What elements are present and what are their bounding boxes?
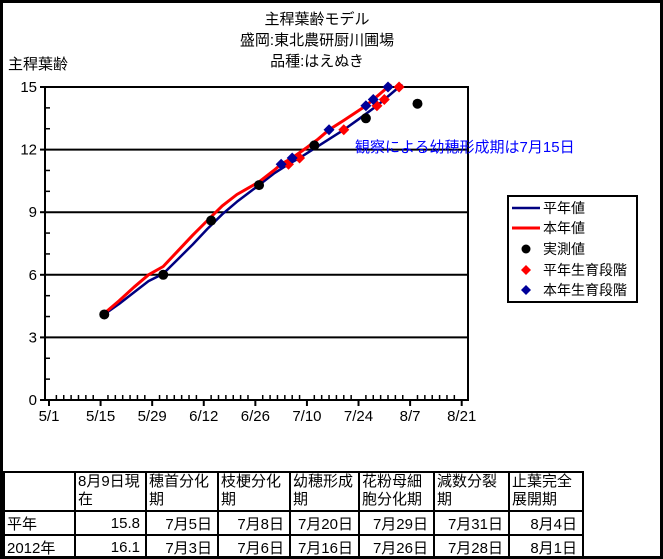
y-tick-label: 9 [29, 204, 37, 221]
legend-label: 平年値 [543, 199, 585, 216]
header-panicle-neck-differentiation[interactable]: 穂首分化期 [145, 471, 219, 512]
legend-item-3: 平年生育段階 [509, 260, 636, 280]
chart-title-line-1: 主稈葉齢モデル [264, 11, 370, 28]
data-point-実測値 [412, 98, 423, 109]
header-pollen-mother-cell[interactable]: 花粉母細胞分化期 [358, 471, 435, 512]
data-point-本年生育段階 [382, 81, 394, 93]
x-tick-label: 6/26 [241, 408, 270, 425]
cell-heinen-stage6[interactable]: 8月4日 [508, 510, 584, 536]
x-tick-label: 5/1 [39, 408, 60, 425]
data-point-実測値 [360, 113, 371, 124]
data-point-実測値 [158, 269, 169, 280]
row-label-2012[interactable]: 2012年 [3, 534, 76, 559]
legend-line-icon [509, 222, 543, 234]
chart-title-line-2: 盛岡:東北農研厨川圃場 [239, 32, 395, 49]
data-point-実測値 [206, 215, 217, 226]
cell-2012-stage3[interactable]: 7月16日 [289, 534, 360, 559]
legend-item-0: 平年値 [509, 198, 636, 218]
cell-2012-stage6[interactable]: 8月1日 [508, 534, 584, 559]
chart-title: 主稈葉齢モデル 盛岡:東北農研厨川圃場 品種:はえぬき [117, 9, 517, 72]
data-point-本年生育段階 [286, 152, 298, 164]
legend-line-icon [509, 202, 543, 214]
legend-label: 実測値 [543, 240, 585, 257]
chart-annotation: 観察による幼穂形成期は7月15日 [355, 139, 575, 156]
y-tick-label: 0 [29, 392, 37, 409]
cell-2012-stage5[interactable]: 7月28日 [433, 534, 510, 559]
data-point-実測値 [254, 180, 265, 191]
y-tick-label: 12 [20, 142, 37, 159]
header-panicle-formation[interactable]: 幼穂形成期 [289, 471, 360, 512]
header-branch-differentiation[interactable]: 枝梗分化期 [217, 471, 291, 512]
cell-2012-stage2[interactable]: 7月6日 [217, 534, 291, 559]
cell-2012-stage1[interactable]: 7月3日 [145, 534, 219, 559]
legend-circle-icon [509, 243, 543, 255]
header-flag-leaf-expansion[interactable]: 止葉完全展開期 [508, 471, 584, 512]
chart-title-line-3: 品種:はえぬき [270, 53, 364, 70]
data-point-本年生育段階 [275, 158, 287, 170]
cell-heinen-current[interactable]: 15.8 [74, 510, 147, 536]
header-current-leaf-age[interactable]: 8月9日現在 [74, 471, 147, 512]
data-point-本年生育段階 [323, 124, 335, 136]
legend-item-1: 本年値 [509, 218, 636, 238]
x-tick-label: 8/7 [400, 408, 421, 425]
data-point-平年生育段階 [378, 94, 390, 106]
legend-item-4: 本年生育段階 [509, 280, 636, 300]
row-label-heinen[interactable]: 平年 [3, 510, 76, 536]
data-point-実測値 [309, 140, 320, 151]
cell-heinen-stage5[interactable]: 7月31日 [433, 510, 510, 536]
x-tick-label: 7/10 [292, 408, 321, 425]
cell-heinen-stage1[interactable]: 7月5日 [145, 510, 219, 536]
series-line-本年値 [103, 83, 393, 315]
legend-item-2: 実測値 [509, 239, 636, 259]
y-tick-label: 6 [29, 267, 37, 284]
cell-heinen-stage4[interactable]: 7月29日 [358, 510, 435, 536]
series-line-平年値 [103, 83, 404, 316]
y-tick-label: 3 [29, 329, 37, 346]
x-tick-label: 5/15 [86, 408, 115, 425]
chart-legend: 平年値本年値実測値平年生育段階 本年生育段階 [507, 195, 638, 303]
header-meiosis[interactable]: 減数分裂期 [433, 471, 510, 512]
table-row-normal-year: 平年 15.8 7月5日 7月8日 7月20日 7月29日 7月31日 8月4日 [3, 510, 584, 536]
y-axis-title: 主稈葉齢 [8, 56, 69, 73]
data-point-平年生育段階 [393, 81, 405, 93]
x-tick-label: 6/12 [189, 408, 218, 425]
data-point-実測値 [99, 309, 110, 320]
legend-diamond-icon [509, 264, 543, 276]
x-tick-label: 5/29 [138, 408, 167, 425]
cell-2012-current[interactable]: 16.1 [74, 534, 147, 559]
legend-label: 平年生育段階 [543, 261, 627, 278]
cell-heinen-stage3[interactable]: 7月20日 [289, 510, 360, 536]
data-point-平年生育段階 [294, 152, 306, 164]
x-tick-label: 8/21 [447, 408, 476, 425]
data-point-本年生育段階 [367, 94, 379, 106]
x-tick-label: 7/24 [344, 408, 373, 425]
header-blank[interactable] [3, 471, 76, 512]
leaf-age-chart-canvas: 0 3 6 9 12 15 5/1 5/15 5/29 6/12 6/26 7/10 7/24 8/7 8/… [20, 79, 476, 425]
legend-diamond-icon [509, 284, 543, 296]
table-header-row: 8月9日現在 穂首分化期 枝梗分化期 幼穂形成期 花粉母細胞分化期 減数分裂期 … [3, 471, 584, 512]
plot-border [44, 86, 469, 401]
cell-2012-stage4[interactable]: 7月26日 [358, 534, 435, 559]
data-point-平年生育段階 [338, 124, 350, 136]
legend-label: 本年生育段階 [543, 282, 627, 299]
cell-heinen-stage2[interactable]: 7月8日 [217, 510, 291, 536]
table-row-2012: 2012年 16.1 7月3日 7月6日 7月16日 7月26日 7月28日 8… [3, 534, 584, 559]
y-tick-label: 15 [20, 79, 37, 96]
growth-stage-table: 8月9日現在 穂首分化期 枝梗分化期 幼穂形成期 花粉母細胞分化期 減数分裂期 … [3, 471, 584, 559]
data-point-本年生育段階 [360, 100, 372, 112]
legend-label: 本年値 [543, 220, 585, 237]
